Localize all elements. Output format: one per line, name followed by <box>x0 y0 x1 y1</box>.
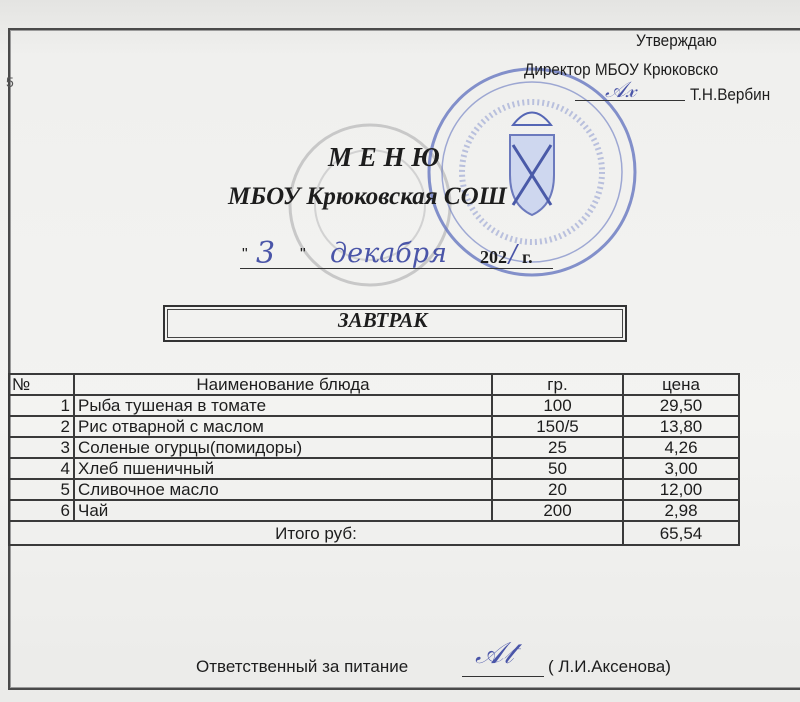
responsible-signature: 𝒜𝓉 <box>475 636 514 671</box>
header-grams: гр. <box>491 373 624 396</box>
approval-heading: Утверждаю <box>636 31 717 50</box>
table-row: 2 Рис отварной с маслом 150/5 13,80 <box>8 415 740 438</box>
school-name: МБОУ Крюковская СОШ <box>228 183 507 210</box>
signature-line <box>575 100 685 101</box>
row-number: 4 <box>8 457 75 480</box>
row-number: 3 <box>8 436 75 459</box>
date-month: декабря <box>330 238 447 269</box>
dish-name: Сливочное масло <box>73 478 493 501</box>
director-signature: 𝒜𝓍 <box>605 78 637 103</box>
date-year: 202 <box>480 247 507 267</box>
date-suffix: г. <box>522 247 533 267</box>
page-frame <box>8 28 800 690</box>
table-header-row: № Наименование блюда гр. цена <box>8 373 740 396</box>
dish-name: Соленые огурцы(помидоры) <box>73 436 493 459</box>
total-label: Итого руб: <box>8 520 624 546</box>
table-row: 5 Сливочное масло 20 12,00 <box>8 478 740 501</box>
dish-grams: 50 <box>491 457 624 480</box>
date-open-quote: " <box>242 246 248 263</box>
dish-name: Хлеб пшеничный <box>73 457 493 480</box>
dish-price: 3,00 <box>622 457 740 480</box>
dish-price: 13,80 <box>622 415 740 438</box>
dish-grams: 20 <box>491 478 624 501</box>
date-day: 3 <box>256 236 276 271</box>
row-number: 2 <box>8 415 75 438</box>
dish-name: Чай <box>73 499 493 522</box>
header-dish: Наименование блюда <box>73 373 493 396</box>
approval-position: Директор МБОУ Крюковско <box>524 60 719 79</box>
table-row: 3 Соленые огурцы(помидоры) 25 4,26 <box>8 436 740 459</box>
responsible-name: ( Л.И.Аксенова) <box>548 657 671 676</box>
header-number: № <box>8 373 75 396</box>
faded-stamp <box>288 123 452 287</box>
dish-price: 12,00 <box>622 478 740 501</box>
responsible-signature-line <box>462 676 544 677</box>
dish-price: 4,26 <box>622 436 740 459</box>
dish-name: Рыба тушеная в томате <box>73 394 493 417</box>
header-price: цена <box>622 373 740 396</box>
menu-table: № Наименование блюда гр. цена 1 Рыба туше… <box>8 373 740 546</box>
page-number: 5 <box>6 74 14 90</box>
total-row: Итого руб: 65,54 <box>8 520 740 546</box>
row-number: 1 <box>8 394 75 417</box>
dish-price: 2,98 <box>622 499 740 522</box>
dish-price: 29,50 <box>622 394 740 417</box>
dish-grams: 25 <box>491 436 624 459</box>
total-value: 65,54 <box>622 520 740 546</box>
meal-title: ЗАВТРАК <box>338 308 428 332</box>
row-number: 5 <box>8 478 75 501</box>
dish-grams: 100 <box>491 394 624 417</box>
meal-box <box>163 305 627 342</box>
dish-name: Рис отварной с маслом <box>73 415 493 438</box>
date-year-handwritten-mark: / <box>509 240 518 268</box>
table-row: 6 Чай 200 2,98 <box>8 499 740 522</box>
table-row: 1 Рыба тушеная в томате 100 29,50 <box>8 394 740 417</box>
approval-name: Т.Н.Вербин <box>690 85 771 104</box>
official-seal <box>427 67 637 277</box>
date-underline <box>240 268 553 269</box>
date-close-quote: " <box>300 246 306 263</box>
table-row: 4 Хлеб пшеничный 50 3,00 <box>8 457 740 480</box>
row-number: 6 <box>8 499 75 522</box>
responsible-label: Ответственный за питание <box>196 657 409 676</box>
dish-grams: 150/5 <box>491 415 624 438</box>
menu-title: М Е Н Ю <box>328 142 440 172</box>
dish-grams: 200 <box>491 499 624 522</box>
